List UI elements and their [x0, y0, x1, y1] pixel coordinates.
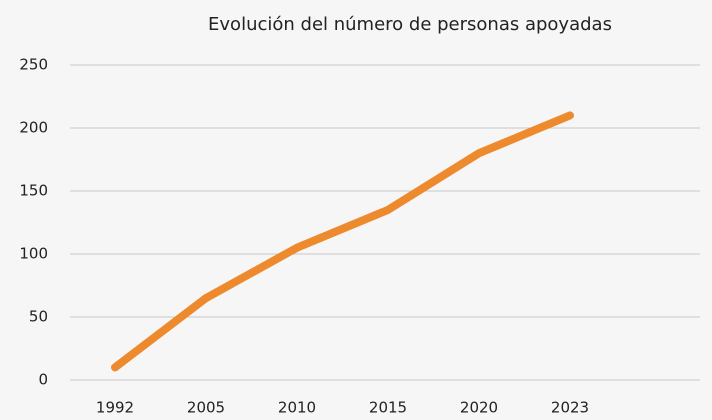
x-tick-label: 2005 — [187, 399, 225, 417]
y-tick-label: 250 — [19, 56, 48, 74]
x-tick-label: 2020 — [460, 399, 498, 417]
y-tick-label: 200 — [19, 119, 48, 137]
y-tick-label: 150 — [19, 182, 48, 200]
y-tick-label: 100 — [19, 245, 48, 263]
chart-title: Evolución del número de personas apoyada… — [208, 14, 612, 35]
x-tick-label: 2010 — [278, 399, 316, 417]
x-tick-label: 2015 — [369, 399, 407, 417]
data-line — [111, 111, 574, 372]
x-tick-label: 2023 — [551, 399, 589, 417]
y-tick-label: 50 — [29, 308, 48, 326]
y-tick-label: 0 — [38, 371, 48, 389]
x-tick-label: 1992 — [96, 399, 134, 417]
